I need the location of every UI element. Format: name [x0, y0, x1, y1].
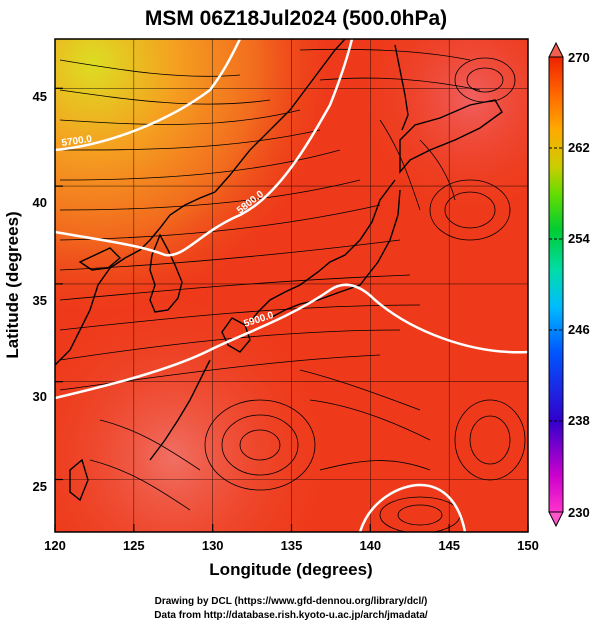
coastline-japan-pacific [269, 189, 401, 319]
wind-streamlines [59, 48, 526, 532]
chart-title: MSM 06Z18Jul2024 (500.0hPa) [145, 7, 447, 30]
coastline-kyushu [221, 317, 251, 353]
credit-drawing: Drawing by DCL (https://www.gfd-dennou.o… [155, 596, 428, 607]
x-tick-label: 120 [44, 538, 66, 553]
y-tick-label: 45 [33, 89, 47, 104]
x-tick-label: 135 [281, 538, 303, 553]
x-axis: 120 125 130 135 140 145 150 Longitude (d… [44, 524, 539, 579]
coastline-japan-honshu [249, 179, 396, 323]
height-contours [55, 39, 528, 532]
contour-5800 [55, 39, 354, 257]
colorbar: 270 262 254 246 238 230 [548, 41, 590, 528]
colorbar-tick-label: 254 [568, 231, 590, 246]
coastline-china [55, 191, 216, 366]
colorbar-tick-label: 270 [568, 50, 590, 65]
x-tick-label: 145 [438, 538, 460, 553]
x-tick-label: 150 [517, 538, 539, 553]
coastline-russia [214, 39, 346, 193]
credit-data: Data from http://database.rish.kyoto-u.a… [154, 610, 428, 621]
y-axis: 25 30 35 40 45 Latitude (degrees) [3, 87, 63, 494]
colorbar-gradient [548, 56, 564, 513]
contour-5700 [55, 39, 242, 152]
x-axis-title: Longitude (degrees) [209, 560, 372, 579]
x-tick-label: 130 [202, 538, 224, 553]
y-tick-label: 25 [33, 479, 47, 494]
contour-5900-south [358, 483, 467, 532]
colorbar-max-arrow [548, 41, 564, 58]
y-tick-label: 40 [33, 195, 47, 210]
colorbar-min-arrow [548, 511, 564, 528]
colorbar-tick-label: 246 [568, 322, 590, 337]
coastlines [55, 39, 503, 502]
coastline-korea [149, 233, 183, 313]
x-tick-label: 140 [359, 538, 381, 553]
y-axis-title: Latitude (degrees) [3, 211, 22, 358]
colorbar-tick-label: 238 [568, 413, 590, 428]
colorbar-tick-label: 262 [568, 140, 590, 155]
x-tick-label: 125 [123, 538, 145, 553]
y-tick-label: 35 [33, 293, 47, 308]
coastline-sakhalin [394, 44, 409, 131]
y-tick-label: 30 [33, 389, 47, 404]
coastline-taiwan [69, 458, 89, 502]
coastline-ryukyu [149, 359, 211, 461]
contour-label-5700: 5700.0 [61, 134, 93, 149]
colorbar-tick-label: 230 [568, 505, 590, 520]
gridlines [55, 39, 528, 532]
contour-5900 [55, 283, 528, 400]
coastline-hokkaido [399, 99, 503, 174]
map-plot: 5700.0 5800.0 5900.0 [55, 39, 528, 532]
coastline-shandong [78, 247, 122, 271]
